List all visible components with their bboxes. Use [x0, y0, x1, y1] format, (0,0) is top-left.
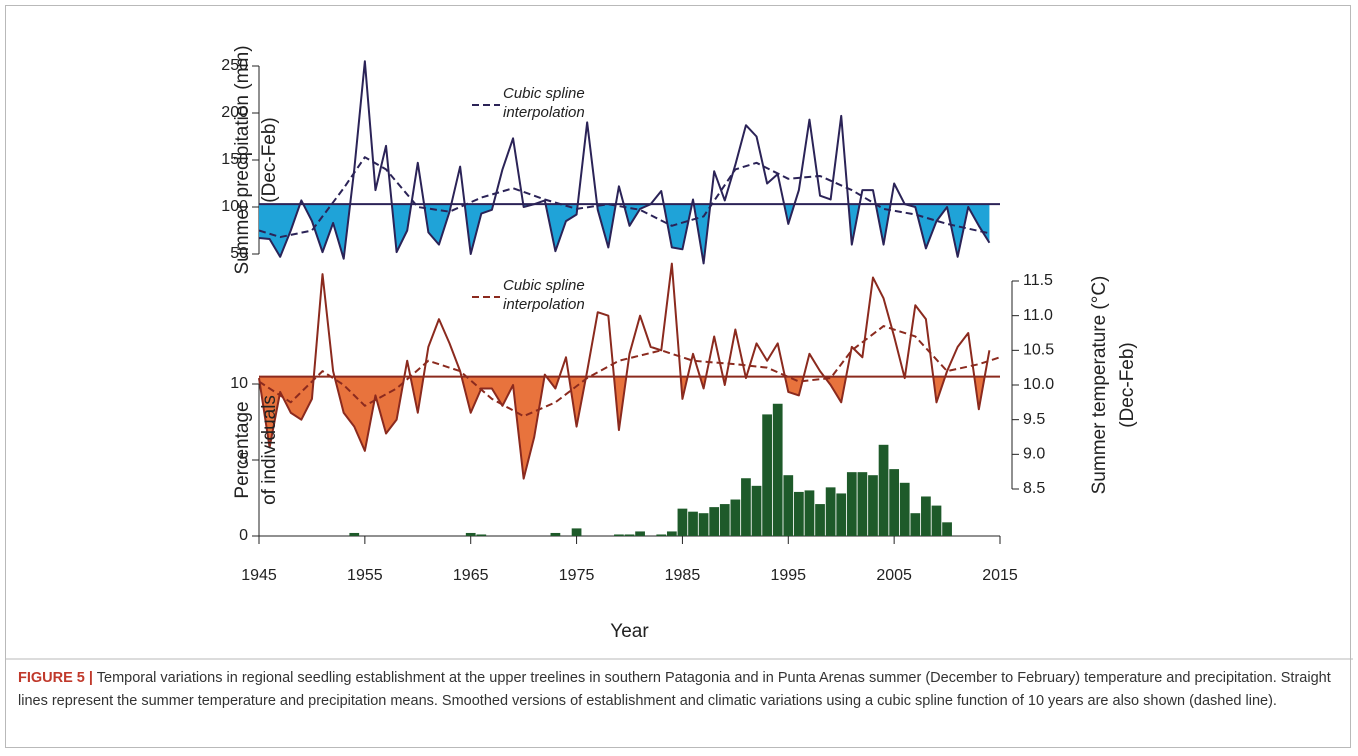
y-tick-label: 10.0 — [1023, 376, 1054, 393]
bar — [878, 444, 889, 536]
x-tick-label: 2015 — [982, 567, 1018, 584]
bar — [476, 534, 487, 536]
x-tick-label: 1955 — [347, 567, 383, 584]
bar — [698, 513, 709, 536]
bar — [635, 531, 645, 536]
bar — [349, 532, 360, 536]
y-tick-label: 100 — [221, 198, 248, 215]
axis-title: (Dec-Feb) — [1117, 342, 1138, 428]
axis-title: of individuals — [259, 395, 280, 505]
bar — [794, 491, 804, 536]
bar — [846, 472, 857, 536]
axis-title: Summer temperature (°C) — [1089, 276, 1110, 495]
bar — [666, 531, 677, 536]
axis-title: Percentage — [232, 401, 253, 498]
bar — [857, 472, 868, 536]
bar — [783, 475, 794, 536]
bar — [751, 485, 762, 536]
bar — [804, 490, 815, 536]
figure-frame — [5, 5, 1351, 748]
bar — [614, 534, 624, 536]
bar — [815, 504, 825, 536]
y-tick-label: 11.0 — [1023, 307, 1053, 324]
bar — [688, 511, 698, 536]
legend-label: Cubic spline interpolation — [503, 85, 585, 121]
bar — [931, 505, 942, 536]
bar — [942, 522, 952, 536]
x-tick-label: 1995 — [770, 567, 806, 584]
bar — [677, 508, 688, 536]
x-tick-label: 2005 — [876, 567, 912, 584]
spline-line — [258, 325, 1001, 418]
bar — [889, 469, 900, 536]
x-tick-label: 1965 — [453, 567, 489, 584]
bar — [709, 507, 720, 536]
x-tick-label: 1945 — [241, 567, 277, 584]
bar — [836, 493, 847, 536]
y-tick-label: 5 — [239, 451, 248, 468]
spline-line — [258, 156, 990, 239]
x-tick-label: 1985 — [665, 567, 701, 584]
y-tick-label: 0 — [239, 527, 248, 544]
caption-text: Temporal variations in regional seedling… — [18, 670, 1331, 709]
axis-title: Summer precipitation (mm) — [232, 45, 253, 274]
bar — [910, 513, 921, 536]
bar — [921, 496, 931, 536]
y-tick-label: 250 — [221, 57, 248, 74]
bar — [899, 482, 910, 536]
bar — [868, 475, 878, 536]
data-line — [258, 262, 991, 480]
y-tick-label: 150 — [221, 151, 248, 168]
legend-label: Cubic spline interpolation — [503, 277, 585, 313]
y-tick-label: 10.5 — [1023, 342, 1054, 359]
y-tick-label: 11.5 — [1023, 272, 1053, 289]
y-tick-label: 50 — [230, 245, 248, 262]
bar — [825, 487, 836, 536]
axis-title: (Dec-Feb) — [259, 117, 280, 203]
y-tick-label: 200 — [221, 104, 248, 121]
caption-label: FIGURE 5 | — [18, 670, 93, 686]
bar — [772, 403, 783, 536]
x-axis-title: Year — [610, 621, 649, 642]
bar — [741, 478, 751, 536]
y-tick-label: 10 — [230, 375, 248, 392]
caption: FIGURE 5 | Temporal variations in region… — [18, 667, 1340, 713]
x-tick-label: 1975 — [559, 567, 595, 584]
below-mean-area — [259, 204, 990, 264]
bar — [656, 534, 667, 536]
y-tick-label: 9.5 — [1023, 411, 1045, 428]
y-tick-label: 8.5 — [1023, 480, 1045, 497]
y-tick-label: 9.0 — [1023, 446, 1045, 463]
bar — [624, 534, 635, 536]
bar — [730, 499, 741, 536]
bar — [719, 504, 730, 536]
bar — [550, 532, 561, 536]
bar — [762, 414, 772, 536]
bar — [465, 532, 476, 536]
bar — [571, 528, 582, 536]
